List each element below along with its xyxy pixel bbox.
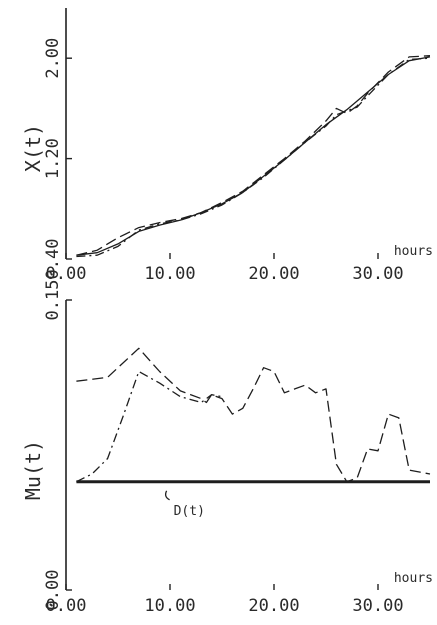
- y-tick-label: 1.20: [43, 138, 63, 179]
- x-tick-label: 10.00: [144, 596, 195, 616]
- x-tick-label: 30.00: [352, 264, 403, 284]
- y-axis-label: X(t): [21, 124, 45, 172]
- x-ticks: 0.00 10.00 20.00 30.00: [46, 584, 404, 616]
- x-tick-label: 20.00: [248, 264, 299, 284]
- x-tick-label: 0.00: [46, 596, 87, 616]
- series-line-dash-dot: [76, 370, 223, 483]
- mu-of-t-panel: 0.00 10.00 20.00 30.00 0.00 0.15 Mu(t) hours…: [21, 280, 433, 616]
- series-group: [76, 55, 431, 258]
- y-tick-label: 0.40: [43, 239, 63, 280]
- y-tick-label: 2.00: [43, 38, 63, 79]
- x-ticks: 0.00 10.00 20.00 30.00: [46, 253, 404, 284]
- x-tick-label: 0.00: [46, 264, 87, 284]
- x-tick-label: 30.00: [352, 596, 403, 616]
- annotations: D(t): [164, 490, 205, 519]
- y-tick-label: 0.00: [43, 570, 63, 611]
- y-ticks: 0.00 0.15: [43, 280, 72, 611]
- y-ticks: 0.40 1.20 2.00: [43, 38, 72, 280]
- y-axis-label: Mu(t): [21, 440, 45, 500]
- x-axis-label: hours: [394, 244, 433, 259]
- series-line-solid: [76, 56, 431, 256]
- series-line-dashed: [76, 55, 431, 256]
- annotation-pointer: [164, 490, 170, 501]
- series-line-dashed: [76, 347, 431, 483]
- x-tick-label: 20.00: [248, 596, 299, 616]
- series-line-dash-dot: [76, 57, 431, 258]
- x-axis-label: hours: [394, 571, 433, 586]
- series-group: [76, 347, 431, 484]
- x-of-t-panel: 0.00 10.00 20.00 30.00 0.40 1.20 2.00 X(t) ho…: [21, 8, 433, 284]
- x-tick-label: 10.00: [144, 264, 195, 284]
- y-tick-label: 0.15: [43, 280, 63, 321]
- annotation-label: D(t): [174, 504, 205, 519]
